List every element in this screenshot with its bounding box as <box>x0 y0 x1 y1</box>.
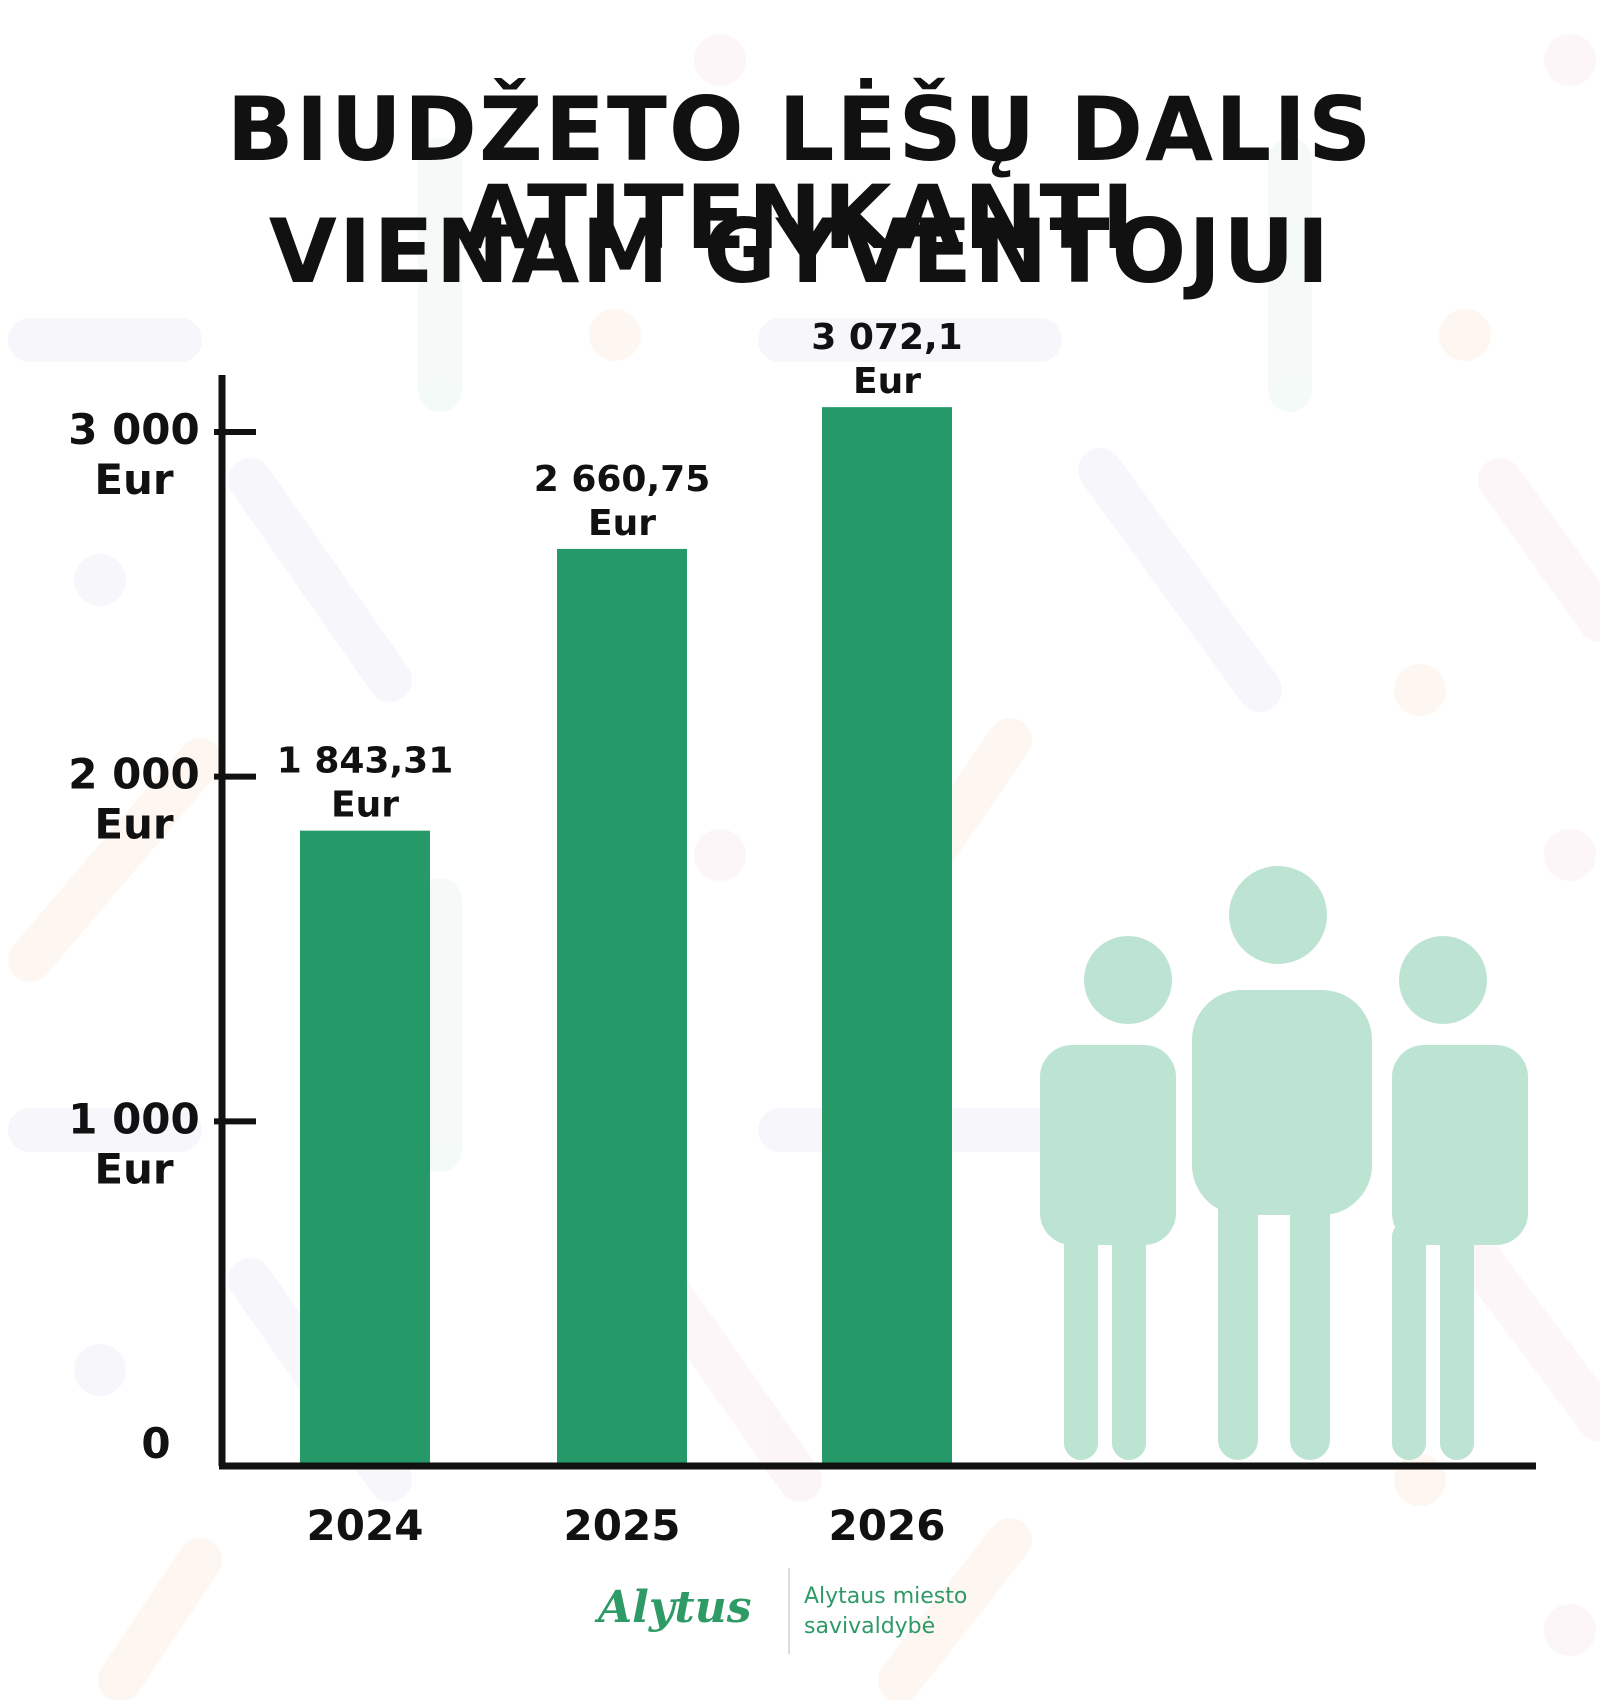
y-tick-label-3000: 3 000 <box>68 405 200 454</box>
value-label-2026: 3 072,1 <box>811 317 962 358</box>
value-label-2025: 2 660,75 <box>534 459 711 500</box>
bars <box>300 407 952 1466</box>
value-unit-2024: Eur <box>331 785 399 826</box>
footer-logo[interactable]: Alytus Alytaus miesto savivaldybė <box>598 1568 978 1658</box>
value-label-2024: 1 843,31 <box>277 741 454 782</box>
bar-2024 <box>300 830 430 1466</box>
x-tick-2025: 2025 <box>564 1501 681 1550</box>
y-tick-label-1000: 1 000 <box>68 1094 200 1143</box>
x-tick-2026: 2026 <box>829 1501 946 1550</box>
y-tick-unit-3000: Eur <box>94 455 174 504</box>
logo-text: Alytaus miesto savivaldybė <box>804 1582 984 1642</box>
logo-divider <box>788 1568 790 1654</box>
y-tick-label-2000: 2 000 <box>68 750 200 799</box>
x-tick-2024: 2024 <box>307 1501 424 1550</box>
logo-mark: Alytus <box>598 1582 752 1633</box>
value-unit-2026: Eur <box>853 361 921 402</box>
chart-title-line-2: VIENAM GYVENTOJUI <box>268 200 1332 303</box>
y-tick-label-0: 0 <box>141 1419 170 1468</box>
y-tick-unit-1000: Eur <box>94 1144 174 1193</box>
y-tick-unit-2000: Eur <box>94 800 174 849</box>
bar-2026 <box>822 407 952 1466</box>
logo-line-2: savivaldybė <box>804 1614 936 1639</box>
people-group-icon <box>1040 866 1528 1460</box>
value-unit-2025: Eur <box>588 503 656 544</box>
logo-line-1: Alytaus miesto <box>804 1584 968 1609</box>
x-axis-ticks: 2024 2025 2026 <box>307 1501 946 1550</box>
chart-title-line-1: BIUDŽETO LĖŠŲ DALIS ATITENKANTI <box>226 78 1374 269</box>
bar-2025 <box>557 548 687 1466</box>
